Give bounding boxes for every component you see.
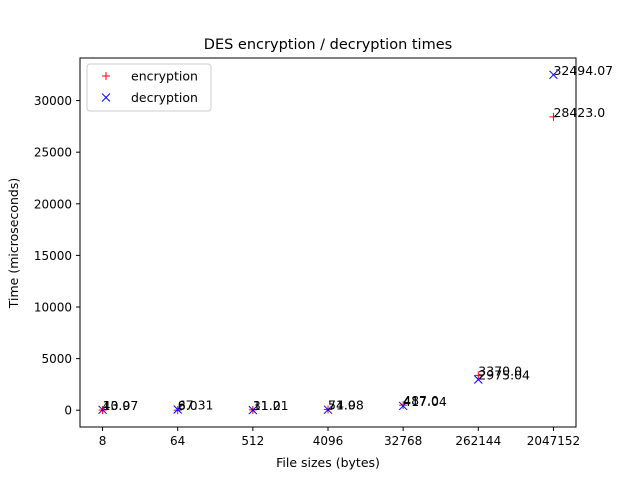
decryption-point: [248, 405, 258, 415]
decryption-point: [473, 375, 483, 384]
encryption-value-label: 28423.0: [553, 105, 605, 120]
encryption-value-label: 13.0: [103, 398, 131, 413]
decryption-point: [323, 405, 333, 415]
encryption-point: [474, 371, 483, 380]
x-tick-label: 8: [99, 434, 107, 448]
encryption-legend-label: encryption: [131, 69, 198, 84]
x-tick-label: 4096: [313, 434, 344, 448]
encryption-legend-marker: [102, 72, 110, 80]
decryption-value-label: 11.21: [253, 398, 289, 413]
decryption-legend-marker: [101, 93, 111, 102]
decryption-legend-label: decryption: [131, 90, 198, 105]
y-tick-label: 25000: [34, 146, 72, 160]
plot-frame: [79, 57, 577, 428]
axis-ticks: 8 64 512 4096 32768 262144 2047152 0 5000 10000 15…: [34, 94, 580, 448]
decryption-value-label: 2975.04: [478, 368, 530, 383]
x-axis-label: File sizes (bytes): [276, 455, 380, 470]
decryption-value-label: 51.98: [328, 398, 364, 413]
y-tick-label: 20000: [34, 197, 72, 211]
x-tick-label: 512: [241, 434, 264, 448]
chart-title: DES encryption / decryption times: [204, 37, 452, 53]
decryption-point: [173, 405, 183, 414]
x-tick-label: 2047152: [527, 434, 580, 448]
encryption-value-label: 487.0: [403, 393, 439, 408]
y-axis-label: Time (microseconds): [6, 178, 21, 309]
y-tick-label: 30000: [34, 94, 72, 108]
decryption-point: [549, 70, 558, 80]
y-tick-label: 10000: [34, 301, 72, 315]
decryption-point: [98, 405, 107, 415]
data-labels: 13.0 8.0 31.0 74.0 487.0 3370.0 28423.0 40.97 67…: [103, 63, 614, 413]
y-tick-label: 15000: [34, 249, 72, 263]
encryption-value-label: 3370.0: [478, 363, 522, 378]
decryption-value-label: 32494.07: [553, 63, 613, 78]
data-points: [98, 70, 558, 415]
encryption-point: [399, 401, 408, 410]
x-tick-label: 262144: [455, 434, 501, 448]
encryption-value-label: 31.0: [253, 398, 281, 413]
decryption-value-label: 417.04: [403, 394, 447, 409]
x-tick-label: 64: [170, 434, 185, 448]
decryption-point: [398, 401, 408, 411]
legend-box: [86, 63, 212, 112]
decryption-value-label: 67.31: [178, 398, 214, 413]
y-tick-label: 5000: [41, 352, 72, 366]
encryption-value-label: 74.0: [328, 397, 356, 412]
encryption-value-label: 8.0: [178, 398, 198, 413]
decryption-value-label: 40.97: [103, 398, 139, 413]
x-tick-label: 32768: [384, 434, 422, 448]
encryption-point: [549, 112, 558, 121]
legend: encryption decryption: [86, 63, 212, 112]
y-tick-label: 0: [64, 404, 72, 418]
